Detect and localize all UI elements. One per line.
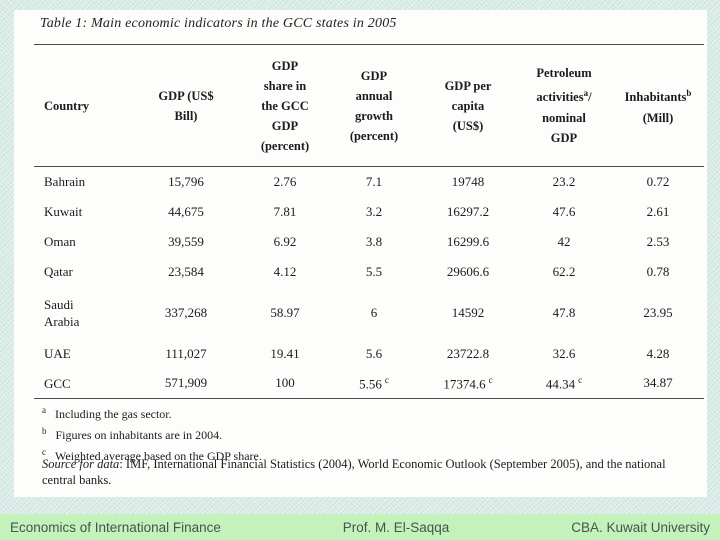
table-row: UAE 111,027 19.41 5.6 23722.8 32.6 4.28 xyxy=(34,339,704,369)
cell-capita: 23722.8 xyxy=(446,345,490,361)
cell-capita: 14592 xyxy=(451,304,485,320)
cell-inhabitants: 2.61 xyxy=(646,203,670,219)
header-gdp-share: GDP share in the GCC GDP (percent) xyxy=(242,44,328,167)
indicators-table: Country GDP (US$ Bill) GDP share in the … xyxy=(34,44,704,399)
cell-petroleum: 47.6 xyxy=(552,203,576,219)
footer-course-title: Economics of International Finance xyxy=(10,519,221,535)
footnote-text: Figures on inhabitants are in 2004. xyxy=(55,428,223,442)
header-inhabitants: Inhabitantsb (Mill) xyxy=(612,44,704,167)
cell-country: Bahrain xyxy=(44,174,86,190)
cell-inhabitants: 0.78 xyxy=(646,263,670,279)
cell-country: Saudi Arabia xyxy=(44,296,80,329)
cell-capita: 16299.6 xyxy=(446,233,490,249)
cell-country: Oman xyxy=(44,234,76,249)
header-gdp-per-capita: GDP per capita (US$) xyxy=(420,44,516,167)
footnote-list: a Including the gas sector. b Figures on i… xyxy=(42,402,262,465)
cell-share: 7.81 xyxy=(273,203,297,219)
cell-growth: 7.1 xyxy=(365,173,383,189)
cell-inhabitants: 0.72 xyxy=(646,173,670,189)
cell-growth: 5.5 xyxy=(365,263,383,279)
cell-inhabitants: 23.95 xyxy=(643,304,673,320)
table-body: Bahrain 15,796 2.76 7.1 19748 23.2 0.72 Kuwait 4… xyxy=(34,167,704,399)
cell-share: 58.97 xyxy=(270,304,300,320)
cell-country: GCC xyxy=(44,375,71,391)
cell-petroleum: 47.8 xyxy=(552,304,576,320)
cell-share: 2.76 xyxy=(273,173,297,189)
footer-professor-name: Prof. M. El-Saqqa xyxy=(342,519,450,535)
cell-petroleum: 42 xyxy=(557,233,571,249)
table-row: Qatar 23,584 4.12 5.5 29606.6 62.2 0.78 xyxy=(34,257,704,287)
footnote-line: b Figures on inhabitants are in 2004. xyxy=(42,423,262,444)
cell-gdp: 337,268 xyxy=(164,304,208,320)
cell-growth: 6 xyxy=(370,304,378,320)
footnote-marker: b xyxy=(42,426,47,436)
footnote-marker: a xyxy=(583,88,589,99)
table-row: Saudi Arabia 337,268 58.97 6 14592 47.8 23.95 xyxy=(34,287,704,339)
source-text: : IMF, International Financial Statistic… xyxy=(42,457,666,487)
footnote-marker: c xyxy=(488,374,493,385)
cell-inhabitants: 34.87 xyxy=(643,375,673,391)
cell-growth: 5.56 c xyxy=(359,374,389,391)
cell-capita: 16297.2 xyxy=(446,203,490,219)
footnote-marker: a xyxy=(42,405,46,415)
cell-country: Kuwait xyxy=(44,204,83,219)
cell-petroleum: 62.2 xyxy=(552,263,576,279)
table-row: Kuwait 44,675 7.81 3.2 16297.2 47.6 2.61 xyxy=(34,197,704,227)
cell-petroleum: 44.34 c xyxy=(545,374,583,391)
table-row: Oman 39,559 6.92 3.8 16299.6 42 2.53 xyxy=(34,227,704,257)
cell-petroleum: 32.6 xyxy=(552,345,576,361)
cell-country: UAE xyxy=(44,346,71,361)
table-row: Bahrain 15,796 2.76 7.1 19748 23.2 0.72 xyxy=(34,167,704,197)
cell-inhabitants: 4.28 xyxy=(646,345,670,361)
cell-gdp: 23,584 xyxy=(168,263,204,279)
table-title: Table 1: Main economic indicators in the… xyxy=(40,16,397,31)
footnote-marker: b xyxy=(686,88,692,99)
source-label: Source for data xyxy=(42,457,120,471)
header-country: Country xyxy=(34,44,130,167)
header-petroleum: Petroleum activitiesa/ nominal GDP xyxy=(516,44,612,167)
cell-growth: 3.2 xyxy=(365,203,383,219)
cell-gdp: 39,559 xyxy=(168,233,204,249)
footnote-marker: c xyxy=(42,447,46,457)
slide-panel: Table 1: Main economic indicators in the… xyxy=(14,10,707,497)
table-row: GCC 571,909 100 5.56 c 17374.6 c 44.34 c 34.87 xyxy=(34,369,704,399)
footnote-marker: c xyxy=(578,374,583,385)
cell-gdp: 111,027 xyxy=(165,345,207,361)
cell-growth: 5.6 xyxy=(365,345,383,361)
cell-share: 19.41 xyxy=(270,345,300,361)
cell-petroleum: 23.2 xyxy=(552,173,576,189)
cell-capita: 19748 xyxy=(451,173,485,189)
cell-share: 4.12 xyxy=(273,263,297,279)
footnote-line: a Including the gas sector. xyxy=(42,402,262,423)
cell-capita: 17374.6 c xyxy=(443,374,493,391)
footnote-text: Weighted average based on the GDP share. xyxy=(55,449,262,463)
cell-country: Qatar xyxy=(44,264,73,279)
footnote-marker: c xyxy=(384,374,389,385)
table-header: Country GDP (US$ Bill) GDP share in the … xyxy=(34,44,704,167)
cell-inhabitants: 2.53 xyxy=(646,233,670,249)
cell-gdp: 44,675 xyxy=(168,203,204,219)
cell-capita: 29606.6 xyxy=(446,263,490,279)
header-gdp-growth: GDP annual growth (percent) xyxy=(328,44,420,167)
cell-share: 100 xyxy=(275,375,295,391)
cell-growth: 3.8 xyxy=(365,233,383,249)
header-gdp: GDP (US$ Bill) xyxy=(130,44,242,167)
footnote-line: c Weighted average based on the GDP share… xyxy=(42,444,262,465)
cell-gdp: 571,909 xyxy=(164,375,208,391)
footer-university-name: CBA. Kuwait University xyxy=(571,519,710,535)
footnote-text: Including the gas sector. xyxy=(55,407,172,421)
cell-gdp: 15,796 xyxy=(168,173,204,189)
cell-share: 6.92 xyxy=(273,233,297,249)
footer-bar: Economics of International Finance Prof.… xyxy=(0,514,720,540)
source-note: Source for data: IMF, International Fina… xyxy=(42,456,700,488)
